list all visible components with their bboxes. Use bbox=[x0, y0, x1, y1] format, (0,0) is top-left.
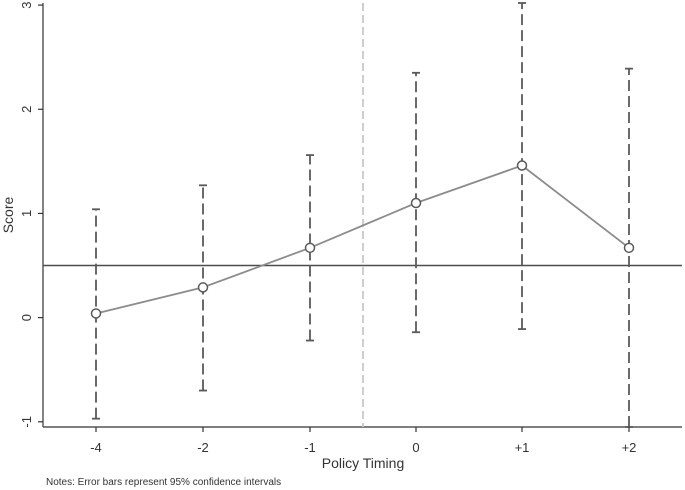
y-tick-label: -1 bbox=[19, 416, 34, 428]
series-line bbox=[95, 164, 630, 315]
x-tick-label: 0 bbox=[412, 440, 419, 455]
data-point bbox=[516, 160, 528, 171]
x-axis-title: Policy Timing bbox=[322, 455, 404, 471]
y-tick-label: 0 bbox=[19, 314, 34, 321]
y-tick-label: 1 bbox=[19, 210, 34, 217]
data-point bbox=[304, 242, 316, 254]
x-tick-label: -1 bbox=[304, 440, 316, 455]
y-tick-label: 2 bbox=[19, 106, 34, 113]
data-points bbox=[90, 160, 635, 319]
data-point bbox=[90, 308, 102, 319]
chart-note: Notes: Error bars represent 95% confiden… bbox=[46, 477, 281, 488]
y-tick-label: 3 bbox=[19, 1, 34, 8]
error-bar bbox=[306, 154, 314, 342]
y-axis: -1 0 1 2 3 bbox=[19, 1, 43, 428]
x-tick-label: -4 bbox=[90, 440, 102, 455]
x-tick-label: +1 bbox=[515, 440, 530, 455]
data-point bbox=[197, 282, 209, 293]
series-polyline bbox=[95, 164, 630, 315]
data-point bbox=[623, 242, 635, 254]
y-axis-title: Score bbox=[0, 197, 16, 234]
x-tick-label: -2 bbox=[197, 440, 209, 455]
x-axis: -4 -2 -1 0 +1 +2 bbox=[90, 427, 636, 455]
x-tick-label: +2 bbox=[622, 440, 637, 455]
data-point bbox=[410, 197, 422, 209]
reference-lines bbox=[43, 3, 682, 427]
